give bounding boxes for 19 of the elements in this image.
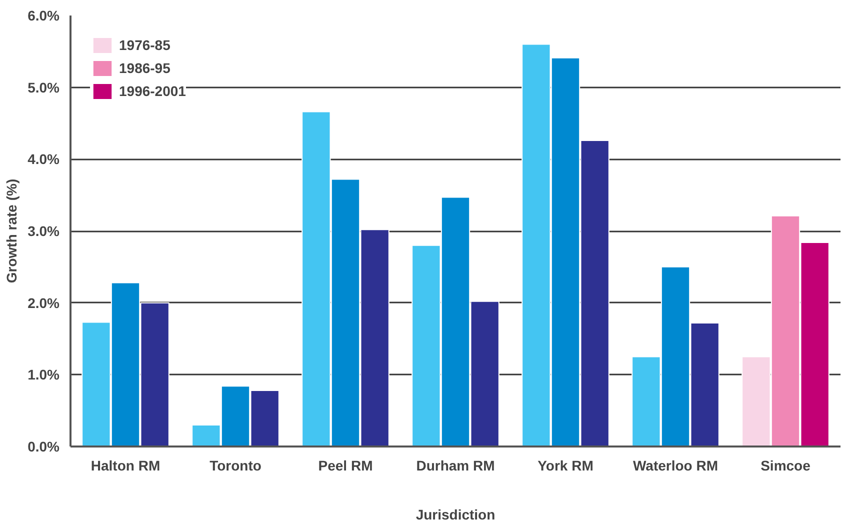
y-tick-label: 6.0%	[28, 8, 60, 24]
x-tick-label: Simcoe	[760, 458, 811, 474]
legend-label: 1986-95	[119, 60, 170, 76]
x-tick-label: Toronto	[210, 458, 262, 474]
y-tick-label: 5.0%	[28, 79, 60, 96]
x-tick-label: Durham RM	[416, 458, 495, 474]
legend-label: 1996-2001	[119, 83, 186, 99]
x-tick-label: Waterloo RM	[632, 458, 718, 474]
y-tick-label: 4.0%	[28, 151, 60, 168]
y-tick-label: 2.0%	[28, 294, 60, 311]
x-tick-label: Peel RM	[318, 458, 373, 474]
legend-label: 1976-85	[119, 37, 170, 53]
y-tick-label: 1.0%	[28, 366, 60, 383]
y-tick-label: 3.0%	[28, 223, 60, 239]
y-tick-label: 0.0%	[28, 438, 60, 454]
x-tick-label: York RM	[538, 458, 594, 474]
y-axis-title: Growth rate (%)	[4, 178, 20, 284]
x-axis-title: Jurisdiction	[416, 506, 496, 522]
x-tick-label: Halton RM	[90, 458, 160, 474]
